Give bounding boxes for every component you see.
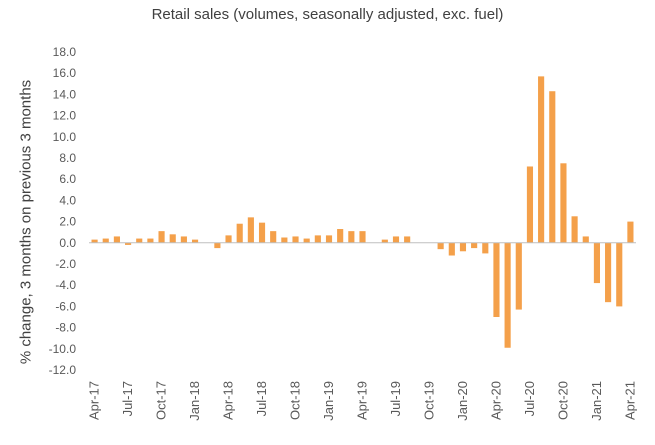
chart-title: Retail sales (volumes, seasonally adjust… bbox=[151, 6, 504, 23]
bar bbox=[314, 235, 321, 243]
y-tick-label: 12.0 bbox=[53, 109, 77, 123]
x-tick-label: Apr-17 bbox=[87, 381, 102, 420]
x-tick-label: Apr-19 bbox=[355, 381, 370, 420]
x-tick-label: Jul-18 bbox=[254, 381, 269, 416]
y-tick-label: -8.0 bbox=[55, 321, 76, 335]
y-tick-label: 8.0 bbox=[59, 151, 76, 165]
bar bbox=[593, 242, 600, 284]
x-tick-label: Jul-17 bbox=[120, 381, 135, 416]
bar bbox=[91, 239, 98, 243]
x-tick-label: Apr-20 bbox=[488, 381, 503, 420]
y-axis: 18.0 16.0 14.0 12.0 10.0 8.0 6.0 4.0 2.0 0.0 -2.0 -… bbox=[49, 45, 77, 377]
bar bbox=[359, 231, 366, 243]
bar bbox=[582, 236, 589, 243]
bar bbox=[303, 238, 310, 243]
y-tick-label: -10.0 bbox=[49, 342, 77, 356]
x-tick-label: Jan-18 bbox=[187, 381, 202, 421]
x-tick-label: Apr-21 bbox=[622, 381, 637, 420]
bar bbox=[147, 238, 154, 243]
bar bbox=[158, 231, 165, 243]
y-tick-label: 14.0 bbox=[53, 87, 77, 101]
bar bbox=[348, 231, 355, 243]
bar bbox=[136, 238, 143, 243]
bar bbox=[605, 242, 612, 303]
bar bbox=[616, 242, 623, 307]
x-tick-label: Jan-20 bbox=[455, 381, 470, 421]
bar bbox=[571, 216, 578, 243]
bar bbox=[169, 234, 176, 243]
bar bbox=[549, 91, 556, 243]
x-axis: Apr-17 Jul-17 Oct-17 Jan-18 Apr-18 Jul-18 Oct-… bbox=[87, 381, 638, 421]
y-tick-label: -4.0 bbox=[55, 278, 76, 292]
x-tick-label: Apr-18 bbox=[221, 381, 236, 420]
y-tick-label: 6.0 bbox=[59, 172, 76, 186]
y-tick-label: -12.0 bbox=[49, 363, 77, 377]
bar bbox=[236, 223, 243, 243]
bar bbox=[180, 236, 187, 243]
y-tick-label: -2.0 bbox=[55, 257, 76, 271]
y-tick-label: 10.0 bbox=[53, 130, 77, 144]
bar bbox=[392, 236, 400, 243]
y-tick-label: 0.0 bbox=[59, 236, 76, 250]
y-tick-label: 4.0 bbox=[59, 193, 76, 207]
bar-series bbox=[91, 76, 634, 348]
x-tick-label: Jan-19 bbox=[321, 381, 336, 421]
x-tick-label: Jan-21 bbox=[589, 381, 604, 421]
x-tick-label: Oct-17 bbox=[154, 381, 169, 420]
bar bbox=[493, 242, 500, 317]
bar bbox=[281, 237, 288, 243]
bar bbox=[448, 242, 455, 256]
y-tick-label: -6.0 bbox=[55, 299, 76, 313]
bar bbox=[504, 242, 511, 348]
x-tick-label: Jul-20 bbox=[522, 381, 537, 416]
bar bbox=[325, 235, 333, 243]
bar bbox=[191, 239, 199, 243]
y-tick-label: 18.0 bbox=[53, 45, 77, 59]
bar bbox=[482, 242, 489, 254]
bar bbox=[404, 236, 411, 243]
x-tick-label: Oct-18 bbox=[288, 381, 303, 420]
x-tick-label: Oct-20 bbox=[555, 381, 570, 420]
bar bbox=[225, 235, 232, 243]
x-tick-label: Oct-19 bbox=[421, 381, 436, 420]
bar bbox=[113, 236, 120, 243]
bar bbox=[627, 221, 634, 243]
bar bbox=[381, 239, 388, 243]
bar bbox=[247, 217, 254, 243]
bar bbox=[471, 242, 478, 249]
bar bbox=[258, 222, 266, 243]
bar bbox=[560, 163, 567, 243]
bar bbox=[337, 229, 344, 243]
y-tick-label: 16.0 bbox=[53, 66, 77, 80]
bar bbox=[125, 242, 132, 245]
bar bbox=[538, 76, 545, 243]
bar bbox=[526, 166, 534, 243]
bar bbox=[292, 236, 299, 243]
bar bbox=[459, 242, 467, 252]
bar bbox=[214, 242, 221, 249]
bar bbox=[437, 242, 444, 250]
bar bbox=[102, 238, 109, 243]
bar bbox=[270, 231, 277, 243]
bar bbox=[515, 242, 522, 310]
y-tick-label: 2.0 bbox=[59, 215, 76, 229]
x-tick-label: Jul-19 bbox=[388, 381, 403, 416]
